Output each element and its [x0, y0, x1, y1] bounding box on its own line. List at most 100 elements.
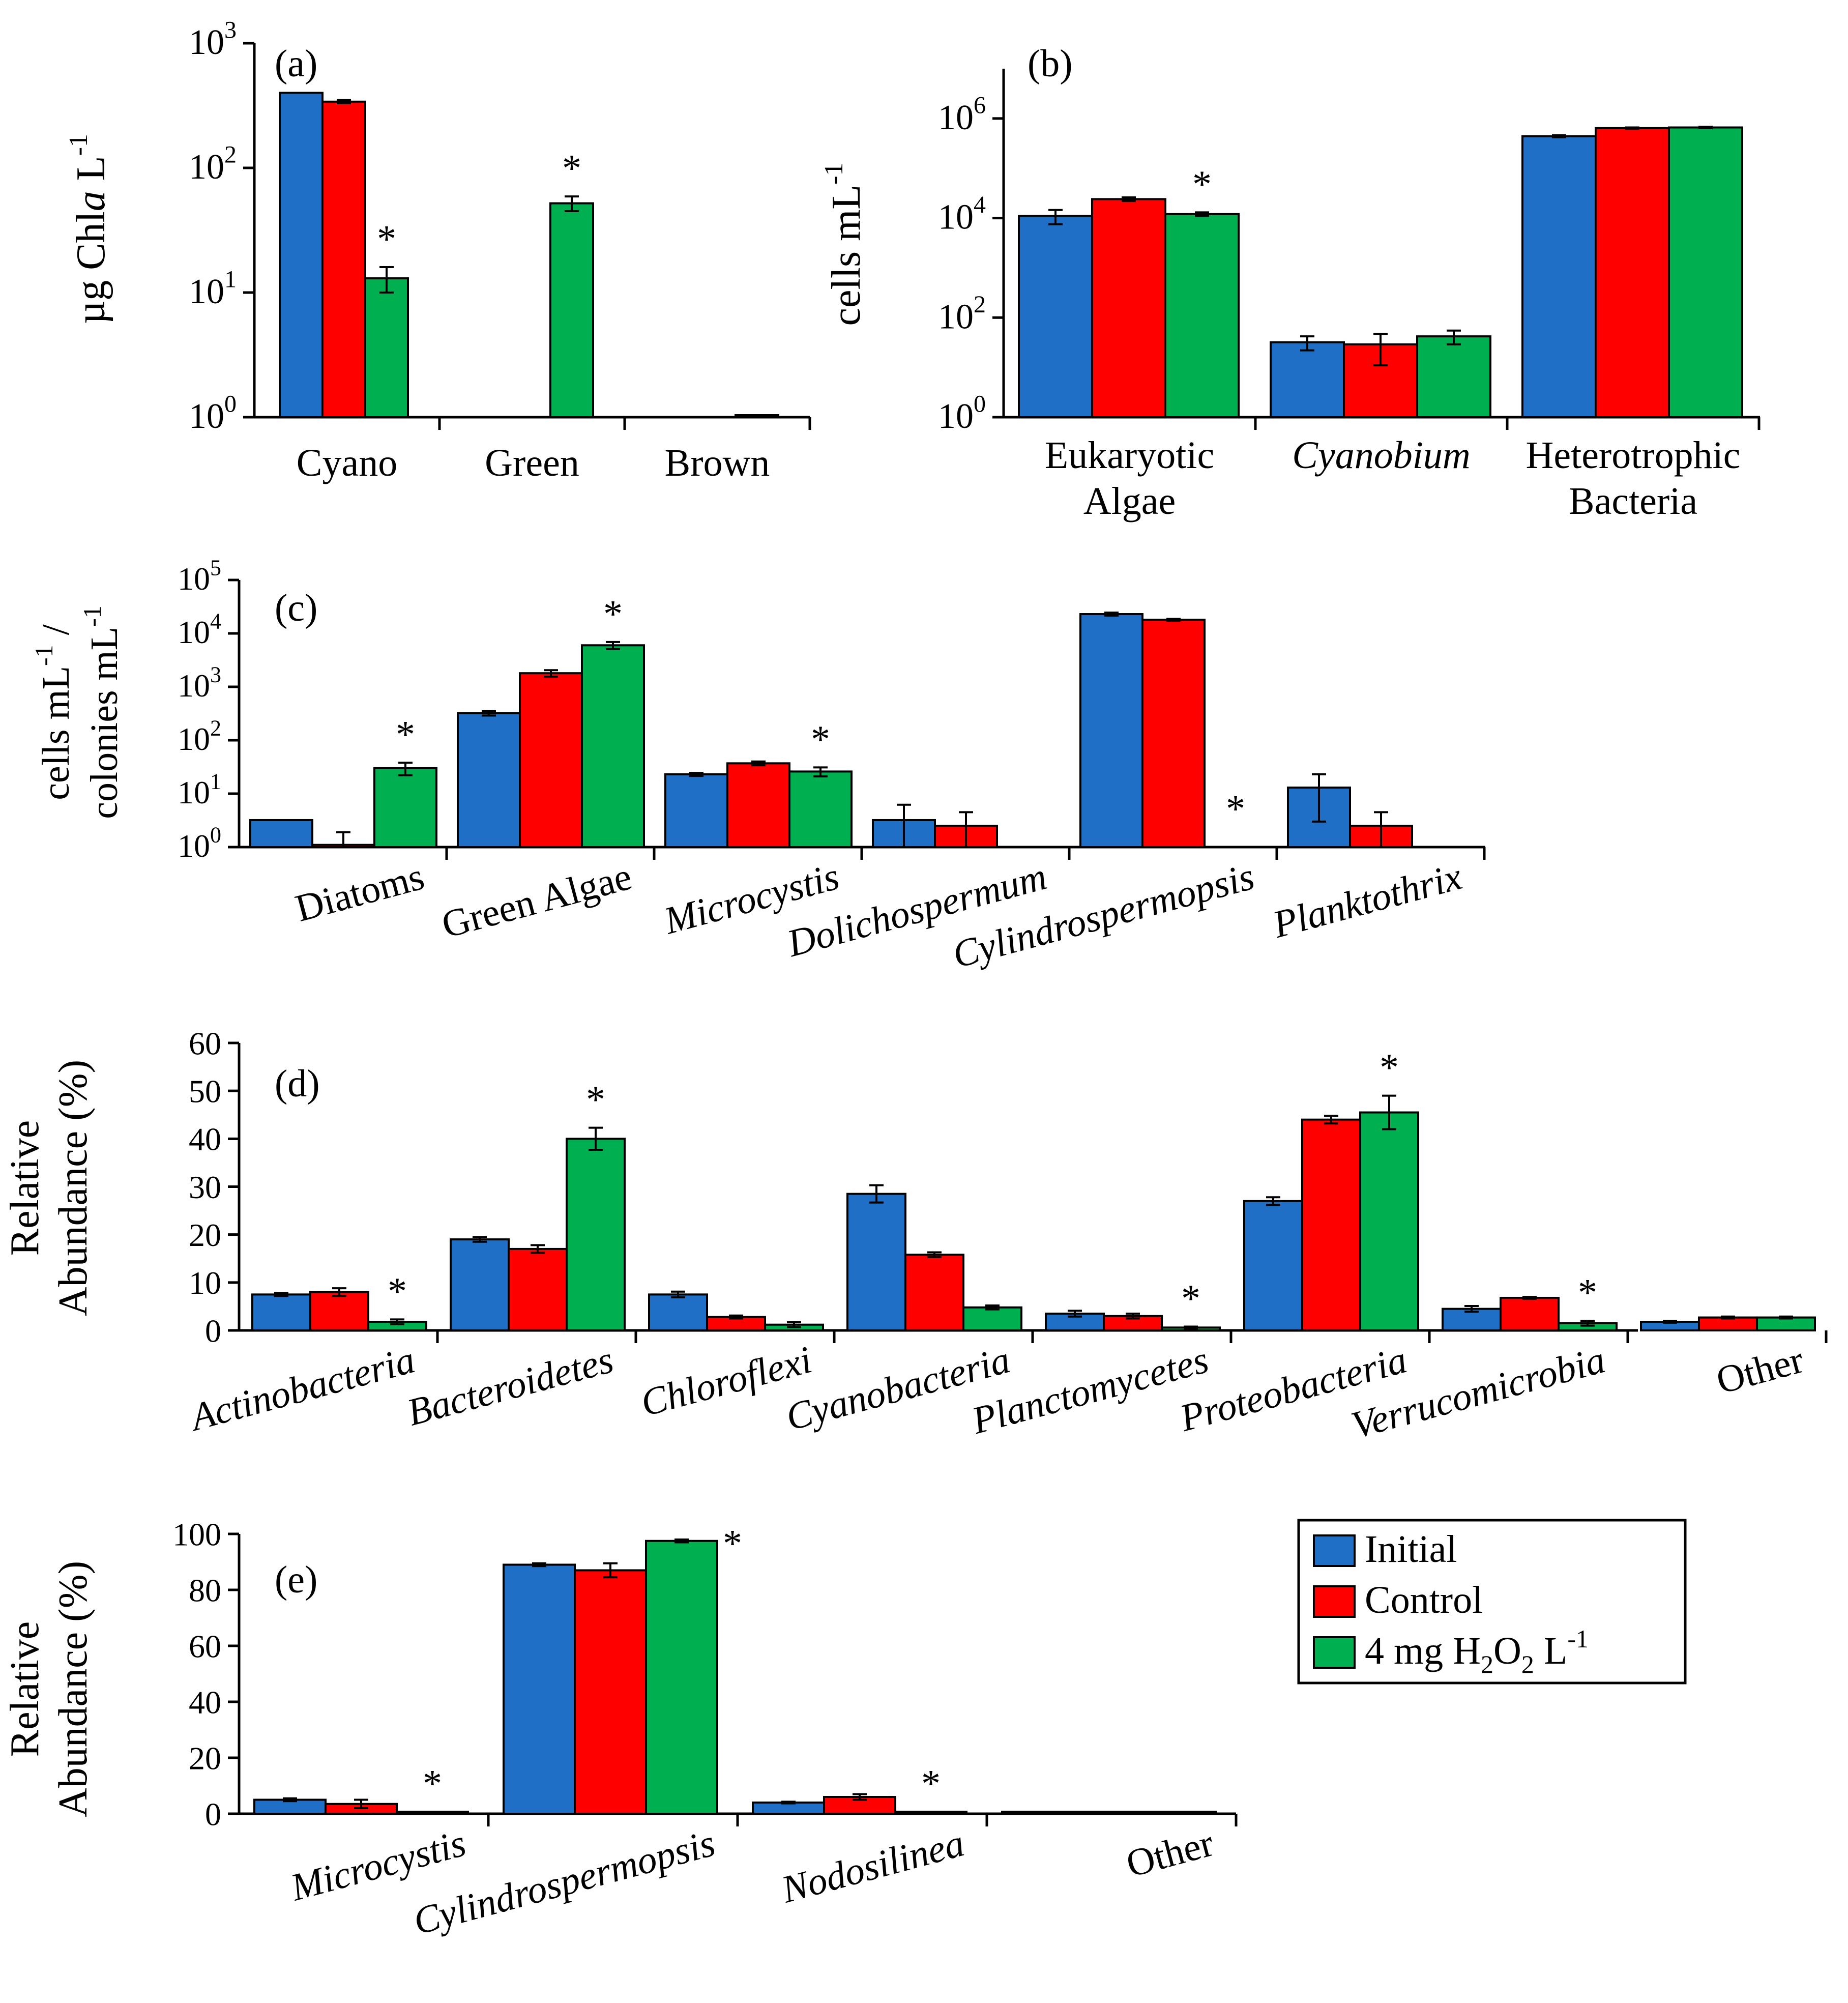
significance-marker: * — [562, 147, 581, 190]
y-tick-label: 0 — [205, 1796, 221, 1832]
legend-swatch-initial — [1313, 1534, 1356, 1567]
bar-initial — [1243, 1200, 1303, 1331]
significance-marker: * — [603, 593, 623, 635]
y-tick-label: 20 — [189, 1740, 221, 1776]
bar-initial — [1001, 1811, 1074, 1815]
bar-control — [1141, 619, 1206, 849]
bar-control — [1500, 1296, 1560, 1331]
significance-marker: * — [921, 1762, 941, 1805]
y-tick-label: 102 — [178, 715, 221, 757]
bar-initial — [664, 773, 728, 848]
y-tick-label: 60 — [189, 1025, 221, 1061]
bar-h2o2 — [735, 414, 779, 418]
category-label: Brown — [665, 442, 770, 484]
y-tick-label: 60 — [189, 1628, 221, 1664]
significance-marker: * — [377, 218, 396, 260]
y-tick-label: 104 — [178, 608, 221, 650]
y-tick-label: 100 — [172, 1516, 221, 1552]
bar-initial — [1079, 613, 1143, 848]
significance-marker: * — [811, 718, 830, 761]
bar-h2o2 — [373, 767, 437, 848]
y-tick-label: 30 — [189, 1169, 221, 1205]
category-label: Eukaryotic — [1045, 434, 1214, 477]
y-axis-label-line2: Abundance (%) — [51, 1561, 96, 1817]
bar-control — [508, 1247, 568, 1332]
category-label: Bacteria — [1569, 480, 1697, 522]
legend: Initial Control 4 mg H2O2 L-1 — [1297, 1519, 1687, 1685]
significance-marker: * — [586, 1079, 605, 1121]
y-tick-label: 105 — [178, 555, 221, 597]
bar-h2o2 — [788, 770, 853, 849]
y-axis-label: µg Chla L-1 — [64, 134, 113, 324]
legend-label-control: Control — [1365, 1579, 1483, 1621]
y-tick-label: 104 — [938, 191, 986, 237]
bar-initial — [503, 1563, 576, 1815]
significance-marker: * — [423, 1762, 442, 1805]
legend-label-h2o2: 4 mg H2O2 L-1 — [1365, 1624, 1589, 1678]
bar-h2o2 — [1416, 335, 1491, 418]
y-tick-label: 20 — [189, 1217, 221, 1253]
y-axis-label: Relative — [3, 1621, 47, 1757]
bar-initial — [249, 819, 313, 848]
y-axis-label-line2: colonies mL-1 — [78, 605, 126, 819]
panel-b: 100 102 104 106 cells mL-1 (b) * EukaryoticAlga… — [819, 42, 1761, 522]
panel-label: (c) — [275, 587, 317, 629]
category-label: Cyanobium — [1292, 434, 1470, 477]
category-label: Green — [485, 442, 579, 484]
bar-initial — [1018, 215, 1093, 418]
bar-initial — [1521, 135, 1597, 418]
panel-label: (d) — [275, 1062, 320, 1105]
y-tick-label: 101 — [178, 769, 221, 810]
bar-initial — [279, 92, 324, 418]
bar-h2o2 — [894, 1811, 967, 1815]
y-tick-label: 100 — [189, 391, 237, 437]
y-axis-label-line2: Abundance (%) — [51, 1060, 96, 1316]
y-tick-label: 102 — [938, 291, 986, 337]
category-label: Cyano — [297, 442, 397, 484]
bar-control — [726, 762, 790, 849]
bar-control — [574, 1569, 647, 1815]
legend-label-initial: Initial — [1365, 1528, 1457, 1571]
y-axis-label: cells mL-1 / — [30, 624, 77, 800]
y-axis-label: Relative — [3, 1120, 47, 1256]
bar-initial — [251, 1293, 311, 1331]
y-tick-label: 100 — [178, 822, 221, 864]
bar-initial — [846, 1193, 906, 1331]
bar-initial — [450, 1238, 510, 1331]
bar-h2o2 — [549, 202, 594, 418]
bar-h2o2 — [962, 1306, 1022, 1332]
category-label: Heterotrophic — [1526, 434, 1740, 477]
bar-h2o2 — [1668, 126, 1743, 418]
bar-control — [1301, 1118, 1361, 1332]
bar-control — [321, 100, 366, 418]
y-tick-label: 101 — [189, 266, 237, 312]
significance-marker: * — [396, 713, 415, 756]
panel-label: (b) — [1028, 42, 1073, 85]
bar-initial — [457, 712, 521, 848]
bar-control — [1595, 127, 1670, 419]
y-tick-label: 50 — [189, 1073, 221, 1110]
bar-control — [1091, 198, 1166, 418]
y-tick-label: 40 — [189, 1684, 221, 1720]
bar-h2o2 — [645, 1540, 718, 1815]
significance-marker: * — [723, 1522, 742, 1565]
bar-h2o2 — [364, 277, 409, 418]
panel-label: (a) — [275, 42, 317, 85]
bar-h2o2 — [396, 1811, 469, 1815]
bar-control — [309, 1291, 369, 1332]
bar-initial — [648, 1293, 708, 1331]
significance-marker: * — [1181, 1277, 1200, 1320]
significance-marker: * — [1192, 163, 1212, 206]
bar-h2o2 — [1143, 1811, 1217, 1815]
significance-marker: * — [1578, 1271, 1597, 1314]
bar-h2o2 — [566, 1138, 626, 1331]
category-label: Algae — [1083, 480, 1176, 522]
y-tick-label: 100 — [938, 391, 986, 437]
y-tick-label: 40 — [189, 1121, 221, 1157]
bar-h2o2 — [581, 644, 645, 848]
significance-marker: * — [1226, 788, 1245, 830]
y-tick-label: 102 — [189, 141, 237, 187]
significance-marker: * — [388, 1270, 407, 1313]
y-tick-label: 106 — [938, 92, 986, 137]
